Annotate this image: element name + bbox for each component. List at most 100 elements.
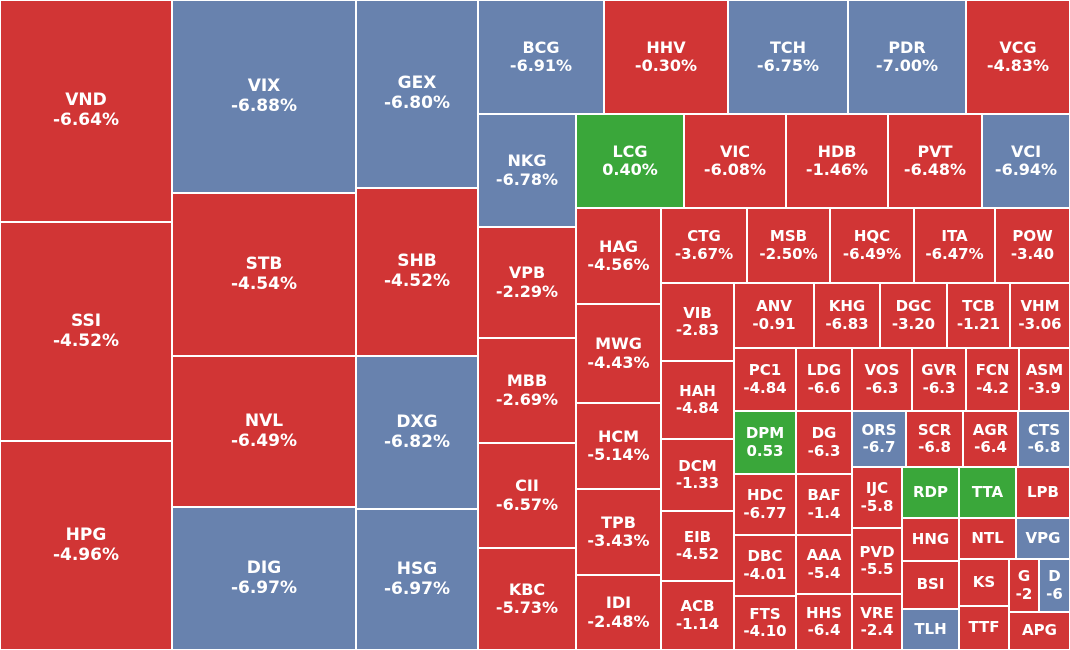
tile-pc1[interactable]: PC1 -4.84 (734, 348, 796, 411)
tile-dxg[interactable]: DXG -6.82% (356, 356, 478, 509)
tile-tpb[interactable]: TPB -3.43% (576, 489, 661, 575)
tile-hah[interactable]: HAH -4.84 (661, 361, 734, 439)
ticker-symbol: KHG (828, 297, 866, 316)
price-change: -4.54% (230, 273, 298, 294)
tile-vib[interactable]: VIB -2.83 (661, 283, 734, 361)
tile-nkg[interactable]: NKG -6.78% (478, 114, 576, 227)
tile-tlh[interactable]: TLH (902, 609, 959, 650)
tile-ita[interactable]: ITA -6.47% (914, 208, 995, 283)
tile-eib[interactable]: EIB -4.52 (661, 511, 734, 581)
tile-hsg[interactable]: HSG -6.97% (356, 509, 478, 650)
tile-ctg[interactable]: CTG -3.67% (661, 208, 747, 283)
tile-aaa[interactable]: AAA -5.4 (796, 535, 852, 594)
tile-tta[interactable]: TTA (959, 467, 1016, 518)
ticker-symbol: PVD (859, 542, 895, 561)
ticker-symbol: VCI (1010, 141, 1042, 161)
tile-fts[interactable]: FTS -4.10 (734, 596, 796, 650)
tile-bcg[interactable]: BCG -6.91% (478, 0, 604, 114)
tile-ntl[interactable]: NTL (959, 518, 1016, 559)
tile-idi[interactable]: IDI -2.48% (576, 575, 661, 650)
tile-fcn[interactable]: FCN -4.2 (966, 348, 1019, 411)
tile-pvd[interactable]: PVD -5.5 (852, 528, 902, 594)
tile-hdb[interactable]: HDB -1.46% (786, 114, 888, 208)
ticker-symbol: NVL (244, 410, 284, 431)
tile-msb[interactable]: MSB -2.50% (747, 208, 830, 283)
ticker-symbol: D (1048, 567, 1061, 586)
tile-hdc[interactable]: HDC -6.77 (734, 474, 796, 535)
tile-lpb[interactable]: LPB (1016, 467, 1070, 518)
price-change: -2 (1015, 584, 1033, 603)
tile-nvl[interactable]: NVL -6.49% (172, 356, 356, 507)
tile-vcg[interactable]: VCG -4.83% (966, 0, 1070, 114)
tile-g[interactable]: G -2 (1009, 559, 1039, 612)
tile-ijc[interactable]: IJC -5.8 (852, 467, 902, 528)
tile-dig[interactable]: DIG -6.97% (172, 507, 356, 650)
price-change: -6.91% (509, 56, 573, 75)
tile-vpb[interactable]: VPB -2.29% (478, 227, 576, 338)
tile-gex[interactable]: GEX -6.80% (356, 0, 478, 188)
tile-scr[interactable]: SCR -6.8 (906, 411, 963, 467)
ticker-symbol: TPB (601, 512, 636, 532)
tile-stb[interactable]: STB -4.54% (172, 193, 356, 356)
tile-baf[interactable]: BAF -1.4 (796, 474, 852, 535)
ticker-symbol: VPG (1025, 528, 1061, 547)
tile-vhm[interactable]: VHM -3.06 (1010, 283, 1070, 348)
tile-dgc[interactable]: DGC -3.20 (880, 283, 947, 348)
tile-shb[interactable]: SHB -4.52% (356, 188, 478, 356)
tile-pdr[interactable]: PDR -7.00% (848, 0, 966, 114)
tile-ldg[interactable]: LDG -6.6 (796, 348, 852, 411)
tile-gvr[interactable]: GVR -6.3 (912, 348, 966, 411)
price-change: -6.3 (865, 378, 899, 397)
tile-agr[interactable]: AGR -6.4 (963, 411, 1018, 467)
tile-rdp[interactable]: RDP (902, 467, 959, 518)
tile-dbc[interactable]: DBC -4.01 (734, 535, 796, 596)
tile-hpg[interactable]: HPG -4.96% (0, 441, 172, 650)
tile-asm[interactable]: ASM -3.9 (1019, 348, 1070, 411)
ticker-symbol: POW (1012, 227, 1053, 246)
tile-tch[interactable]: TCH -6.75% (728, 0, 848, 114)
tile-d[interactable]: D -6 (1039, 559, 1070, 612)
tile-hcm[interactable]: HCM -5.14% (576, 403, 661, 489)
tile-dpm[interactable]: DPM 0.53 (734, 411, 796, 474)
tile-dg[interactable]: DG -6.3 (796, 411, 852, 474)
ticker-symbol: STB (245, 253, 283, 274)
ticker-symbol: SCR (917, 420, 952, 439)
tile-dcm[interactable]: DCM -1.33 (661, 439, 734, 511)
tile-ttf[interactable]: TTF (959, 606, 1009, 650)
tile-anv[interactable]: ANV -0.91 (734, 283, 814, 348)
tile-khg[interactable]: KHG -6.83 (814, 283, 880, 348)
tile-cii[interactable]: CII -6.57% (478, 443, 576, 548)
tile-hhs[interactable]: HHS -6.4 (796, 594, 852, 650)
tile-vix[interactable]: VIX -6.88% (172, 0, 356, 193)
tile-ssi[interactable]: SSI -4.52% (0, 222, 172, 441)
tile-kbc[interactable]: KBC -5.73% (478, 548, 576, 650)
tile-ks[interactable]: KS (959, 559, 1009, 606)
ticker-symbol: BSI (916, 575, 945, 594)
tile-cts[interactable]: CTS -6.8 (1018, 411, 1070, 467)
tile-ors[interactable]: ORS -6.7 (852, 411, 906, 467)
price-change: -5.4 (807, 563, 841, 582)
tile-lcg[interactable]: LCG 0.40% (576, 114, 684, 208)
tile-hag[interactable]: HAG -4.56% (576, 208, 661, 304)
tile-vnd[interactable]: VND -6.64% (0, 0, 172, 222)
tile-vic[interactable]: VIC -6.08% (684, 114, 786, 208)
tile-vre[interactable]: VRE -2.4 (852, 594, 902, 650)
tile-acb[interactable]: ACB -1.14 (661, 581, 734, 650)
tile-vpg[interactable]: VPG (1016, 518, 1070, 559)
tile-pow[interactable]: POW -3.40 (995, 208, 1070, 283)
price-change: -4.10 (743, 622, 787, 640)
tile-hng[interactable]: HNG (902, 518, 959, 561)
tile-apg[interactable]: APG (1009, 612, 1070, 650)
tile-vos[interactable]: VOS -6.3 (852, 348, 912, 411)
tile-pvt[interactable]: PVT -6.48% (888, 114, 982, 208)
tile-mwg[interactable]: MWG -4.43% (576, 304, 661, 403)
tile-hqc[interactable]: HQC -6.49% (830, 208, 914, 283)
price-change: -6 (1046, 584, 1063, 603)
tile-bsi[interactable]: BSI (902, 561, 959, 609)
tile-tcb[interactable]: TCB -1.21 (947, 283, 1010, 348)
ticker-symbol: HDC (746, 486, 783, 505)
tile-mbb[interactable]: MBB -2.69% (478, 338, 576, 443)
tile-vci[interactable]: VCI -6.94% (982, 114, 1070, 208)
tile-hhv[interactable]: HHV -0.30% (604, 0, 728, 114)
